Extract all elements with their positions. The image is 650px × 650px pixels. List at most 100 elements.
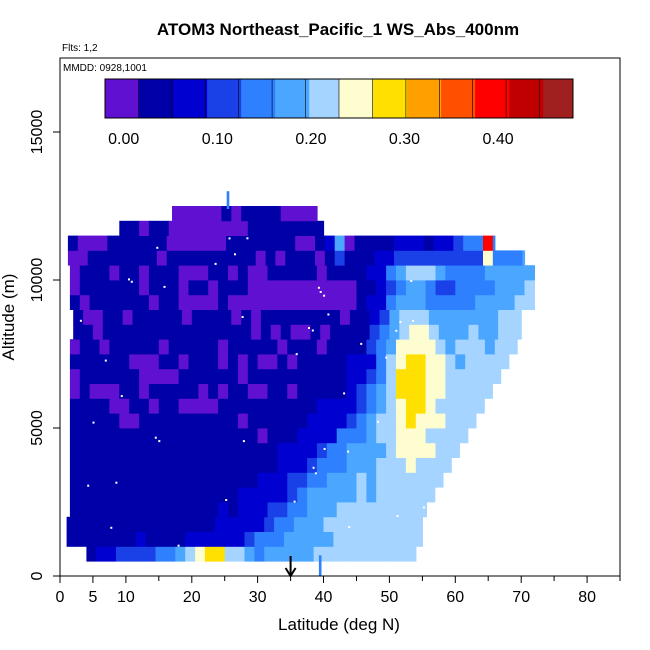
heatmap-cell bbox=[208, 472, 219, 488]
heatmap-cell bbox=[221, 324, 232, 340]
heatmap-cell bbox=[277, 442, 288, 458]
heatmap-cell bbox=[448, 324, 460, 340]
heatmap-cell bbox=[178, 339, 190, 355]
missing-data-speck bbox=[348, 526, 351, 528]
heatmap-cell bbox=[69, 442, 81, 458]
heatmap-cell bbox=[196, 235, 207, 251]
heatmap-cell bbox=[175, 516, 186, 532]
heatmap-cell bbox=[310, 324, 321, 340]
heatmap-cell bbox=[267, 398, 278, 414]
heatmap-cell bbox=[201, 324, 213, 340]
heatmap-cell bbox=[323, 531, 334, 547]
heatmap-cell bbox=[386, 354, 397, 370]
heatmap-cell bbox=[445, 354, 456, 370]
heatmap-cell bbox=[435, 354, 446, 370]
colorbar-segment bbox=[143, 79, 149, 118]
heatmap-cell bbox=[346, 368, 358, 384]
heatmap-cell bbox=[376, 368, 387, 384]
heatmap-cell bbox=[405, 398, 417, 414]
heatmap-cell bbox=[188, 339, 199, 355]
heatmap-cell bbox=[139, 354, 150, 370]
heatmap-cell bbox=[218, 502, 229, 518]
colorbar-segment bbox=[483, 79, 489, 118]
heatmap-cell bbox=[366, 487, 377, 503]
heatmap-cell bbox=[119, 354, 130, 370]
heatmap-cell bbox=[280, 309, 292, 325]
heatmap-cell bbox=[79, 265, 91, 281]
heatmap-cell bbox=[237, 220, 249, 236]
heatmap-cell bbox=[76, 531, 87, 547]
heatmap-cell bbox=[376, 487, 387, 503]
heatmap-cell bbox=[405, 280, 417, 296]
heatmap-cell bbox=[435, 280, 446, 296]
heatmap-cell bbox=[119, 472, 130, 488]
heatmap-cell bbox=[277, 398, 288, 414]
heatmap-cell bbox=[468, 309, 479, 325]
missing-data-speck bbox=[347, 450, 350, 453]
heatmap-cell bbox=[188, 502, 199, 518]
heatmap-cell bbox=[287, 368, 298, 384]
heatmap-cell bbox=[129, 413, 140, 429]
colorbar-segment bbox=[445, 79, 451, 118]
heatmap-cell bbox=[364, 250, 375, 266]
heatmap-cell bbox=[307, 398, 318, 414]
colorbar-segment bbox=[419, 79, 425, 118]
heatmap-cell bbox=[483, 250, 494, 266]
heatmap-cell bbox=[218, 472, 229, 488]
heatmap-cell bbox=[376, 502, 387, 518]
heatmap-cell bbox=[152, 309, 163, 325]
heatmap-cell bbox=[99, 457, 110, 473]
heatmap-cell bbox=[356, 398, 367, 414]
heatmap-cell bbox=[107, 235, 118, 251]
heatmap-cell bbox=[267, 472, 278, 488]
heatmap-cell bbox=[247, 265, 259, 281]
heatmap-cell bbox=[297, 294, 308, 310]
heatmap-cell bbox=[257, 398, 269, 414]
colorbar-segment bbox=[296, 79, 302, 118]
missing-data-speck bbox=[412, 319, 415, 322]
x-tick-label: 0 bbox=[56, 589, 65, 606]
colorbar-segment bbox=[160, 79, 166, 118]
missing-data-speck bbox=[79, 319, 82, 322]
colorbar-tick-label: 0.40 bbox=[483, 131, 514, 148]
heatmap-cell bbox=[139, 339, 150, 355]
heatmap-cell bbox=[191, 324, 203, 340]
heatmap-cell bbox=[326, 368, 338, 384]
heatmap-cell bbox=[369, 324, 381, 340]
heatmap-cell bbox=[277, 457, 288, 473]
heatmap-cell bbox=[195, 516, 206, 532]
heatmap-cell bbox=[425, 265, 437, 281]
heatmap-cell bbox=[119, 294, 130, 310]
heatmap-cell bbox=[117, 235, 128, 251]
heatmap-cell bbox=[324, 250, 336, 266]
heatmap-cell bbox=[214, 546, 226, 562]
colorbar-segment bbox=[521, 79, 527, 118]
heatmap-cell bbox=[129, 398, 140, 414]
heatmap-cell bbox=[315, 235, 326, 251]
heatmap-cell bbox=[307, 220, 318, 236]
heatmap-cell bbox=[188, 413, 199, 429]
missing-data-speck bbox=[241, 316, 244, 318]
heatmap-cell bbox=[307, 339, 318, 355]
heatmap-cell bbox=[181, 324, 193, 340]
heatmap-cell bbox=[297, 265, 308, 281]
heatmap-cell bbox=[156, 235, 168, 251]
heatmap-cell bbox=[336, 428, 348, 444]
heatmap-cell bbox=[69, 280, 81, 296]
heatmap-cell bbox=[148, 368, 160, 384]
heatmap-cell bbox=[425, 442, 437, 458]
heatmap-cell bbox=[455, 428, 466, 444]
missing-data-speck bbox=[399, 320, 402, 323]
heatmap-cell bbox=[69, 339, 81, 355]
heatmap-cell bbox=[386, 383, 397, 399]
heatmap-cell bbox=[109, 354, 120, 370]
heatmap-cell bbox=[106, 546, 117, 562]
heatmap-cell bbox=[178, 354, 190, 370]
heatmap-cell bbox=[175, 531, 186, 547]
colorbar-segment bbox=[475, 79, 480, 118]
heatmap-cell bbox=[185, 546, 196, 562]
heatmap-cell bbox=[237, 354, 249, 370]
heatmap-cell bbox=[109, 502, 120, 518]
heatmap-cell bbox=[188, 442, 199, 458]
heatmap-cell bbox=[155, 546, 166, 562]
